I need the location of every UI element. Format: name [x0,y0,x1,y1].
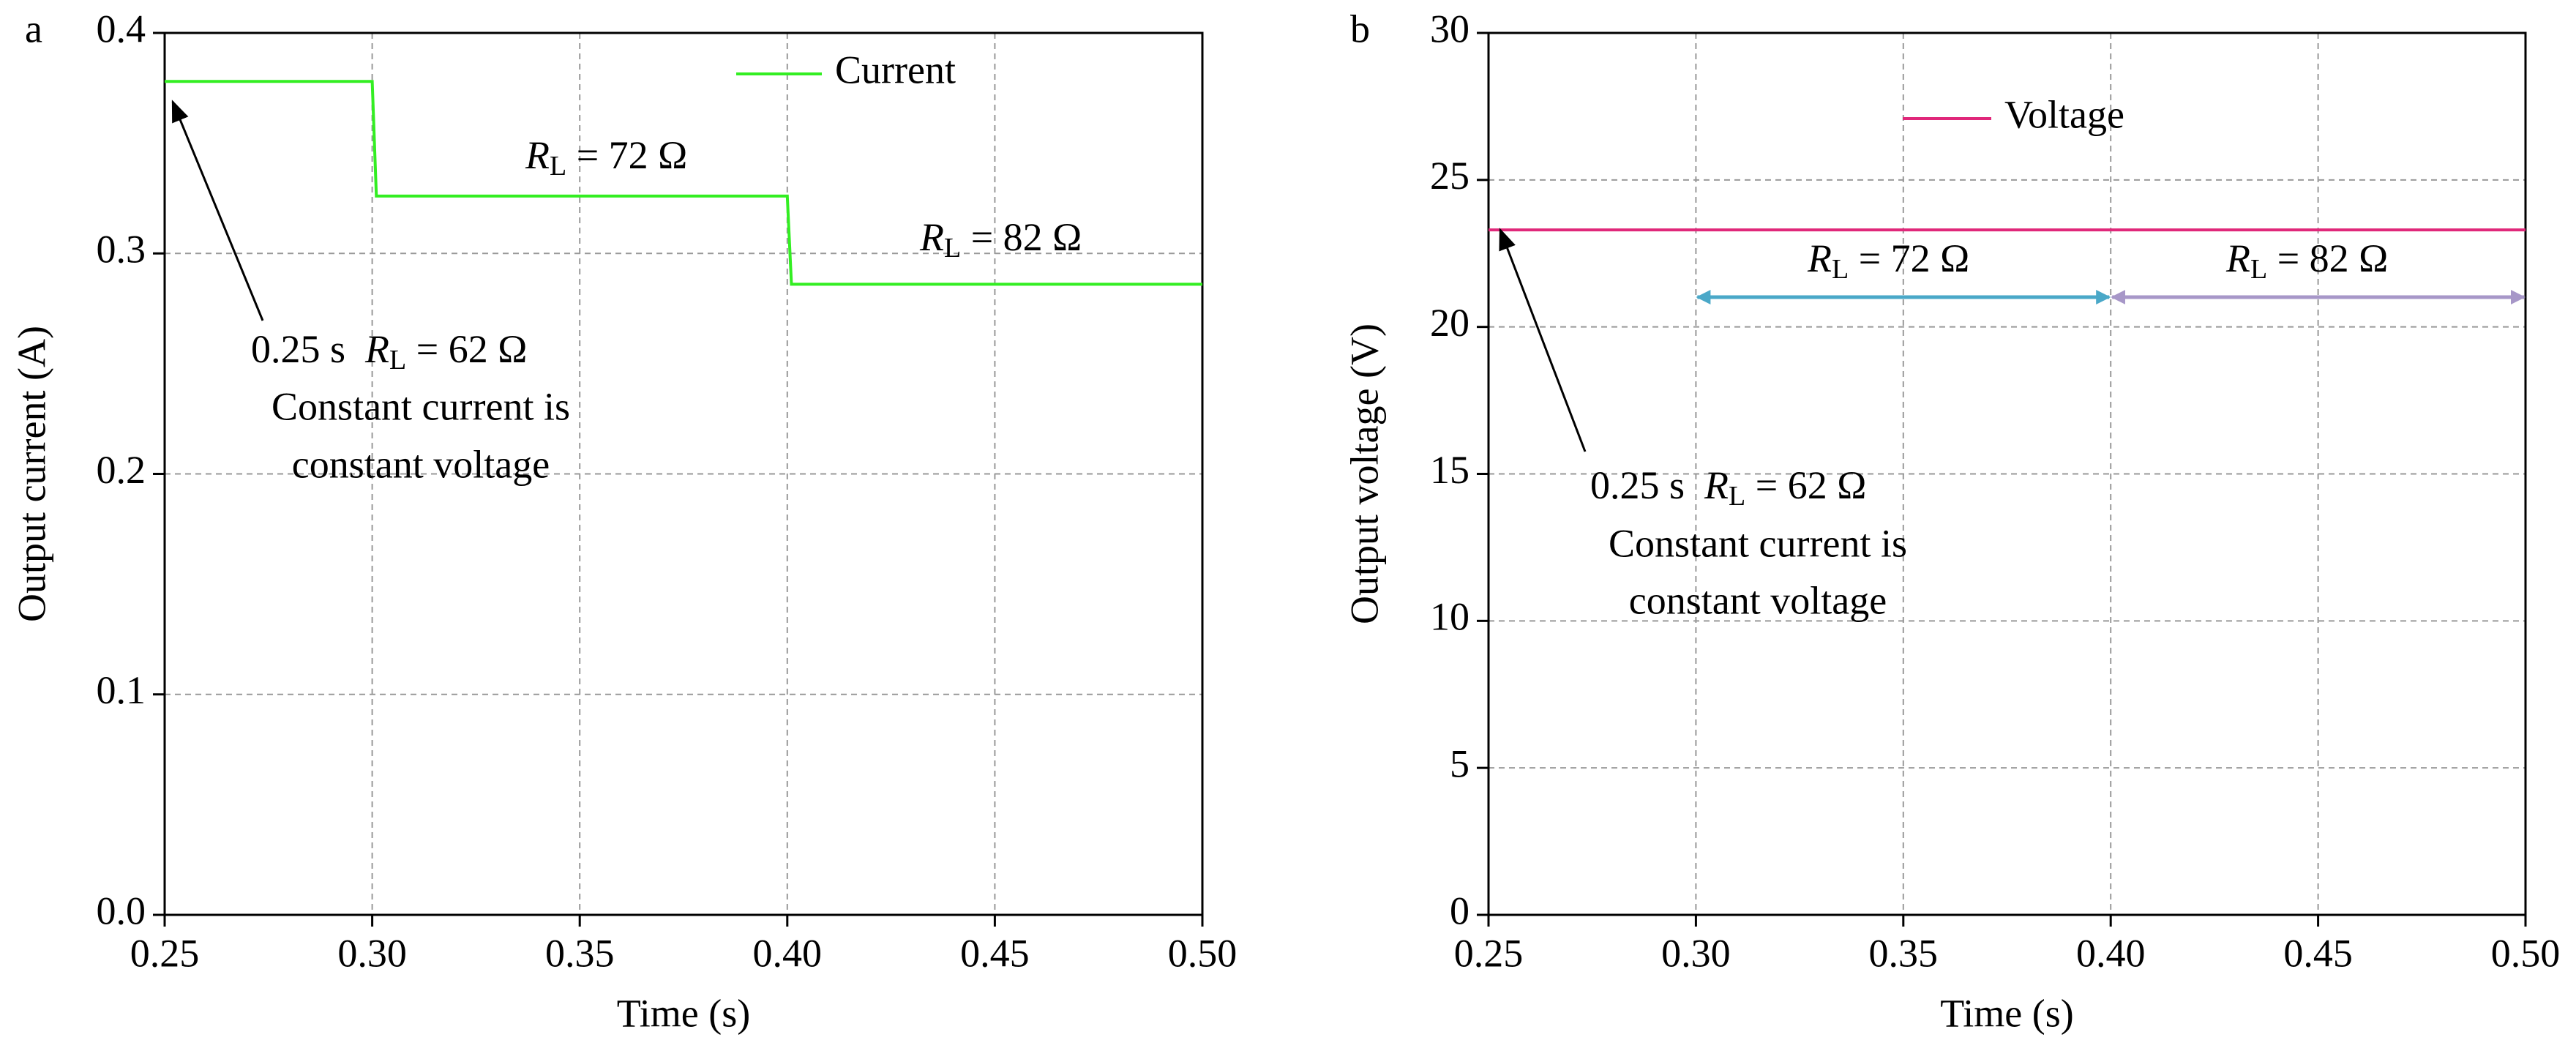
annotation-subscript: L [2250,254,2267,285]
chart-panel: 0.0 0.1 0.2 0.3 0.4 0.25 0.30 0.35 0.40 0.45 0.50 C… [10,7,1237,1035]
annotation-variable: R [2225,236,2250,280]
x-tick-label: 0.45 [960,931,1030,975]
y-tick-label: 0.4 [97,7,146,51]
panel-label: b [1350,7,1370,51]
annotation-line: constant voltage [1629,578,1887,622]
legend-label: Current [835,48,956,91]
x-tick-label: 0.35 [545,931,615,975]
annotation-text: = 62 Ω [1745,463,1866,507]
data-line [165,80,1202,286]
y-tick-label: 0.3 [97,228,146,272]
annotation-text: = 82 Ω [2267,236,2388,280]
annotation-line: Constant current is [1609,521,1907,565]
annotation-subscript: L [1729,481,1745,512]
annotation-text: = 82 Ω [961,215,1082,259]
annotation-subscript: L [944,233,961,263]
annotation-variable: R [525,133,550,177]
annotation-prefix: 0.25 s [1590,463,1704,507]
annotation-variable: R [1807,236,1832,280]
annotation-text: = 72 Ω [566,133,687,177]
annotation-text: = 62 Ω [406,327,527,371]
y-tick-label: 30 [1430,7,1469,51]
annotation-variable: R [364,327,389,371]
y-tick-label: 15 [1430,448,1469,492]
y-tick-label: 0.2 [97,448,146,492]
annotation: 0.25 s RL = 62 Ω [251,327,527,375]
annotation-subscript: L [1832,254,1849,285]
annotation: RL = 82 Ω [919,215,1082,263]
x-tick-label: 0.25 [1454,931,1524,975]
annotation: RL = 82 Ω [2225,236,2388,284]
chart-panel: 0 5 10 15 20 25 30 0.25 0.30 0.35 0.40 0.45 0.50 Volt… [1342,7,2560,1035]
y-axis-label: Output current (A) [10,326,53,622]
y-tick-label: 0.0 [97,889,146,932]
x-tick-label: 0.40 [2076,931,2146,975]
annotation-variable: R [919,215,944,259]
x-tick-label: 0.30 [337,931,407,975]
annotation-arrow [1499,228,1587,452]
annotation-text: = 72 Ω [1849,236,1969,280]
x-axis-label: Time (s) [617,991,751,1035]
annotation-arrow [171,100,264,321]
x-tick-label: 0.25 [130,931,200,975]
plot-frame [163,31,1204,916]
y-tick-label: 20 [1430,301,1469,345]
plot-frame [1487,31,2527,916]
y-tick-label: 5 [1450,742,1469,786]
annotation-prefix: 0.25 s [251,327,365,371]
panel-label: a [25,7,42,51]
annotation: RL = 72 Ω [525,133,687,181]
x-axis-label: Time (s) [1940,991,2074,1035]
y-tick-label: 10 [1430,595,1469,639]
annotation-line: constant voltage [292,442,550,486]
annotation-variable: R [1704,463,1729,507]
legend-label: Voltage [2004,92,2124,136]
annotation-line: Constant current is [272,384,570,428]
x-tick-label: 0.30 [1661,931,1731,975]
y-tick-label: 25 [1430,154,1469,198]
x-tick-label: 0.50 [1168,931,1238,975]
annotation: RL = 72 Ω [1807,236,1969,284]
y-tick-label: 0 [1450,889,1469,932]
annotation: 0.25 s RL = 62 Ω [1590,463,1866,511]
x-tick-label: 0.45 [2283,931,2353,975]
annotation-subscript: L [389,345,406,375]
y-tick-label: 0.1 [97,668,146,712]
annotation-subscript: L [550,151,566,182]
x-tick-label: 0.40 [753,931,823,975]
x-tick-label: 0.35 [1869,931,1939,975]
y-axis-label: Output voltage (V) [1342,323,1386,624]
x-tick-label: 0.50 [2491,931,2561,975]
